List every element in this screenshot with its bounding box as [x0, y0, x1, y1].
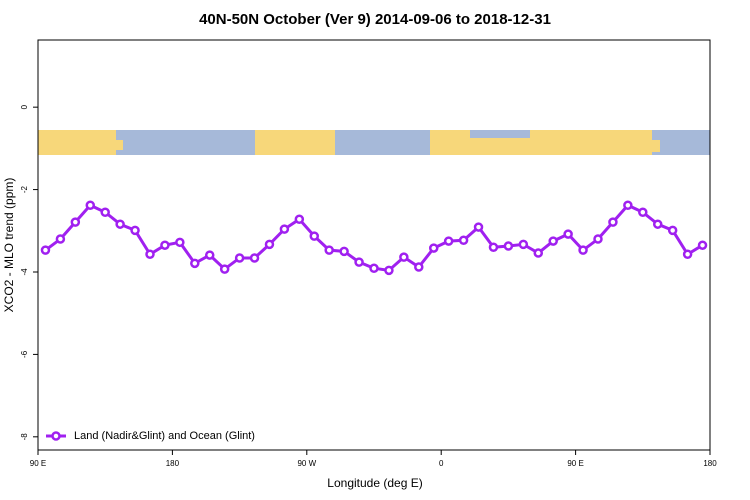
y-tick-label: 0	[20, 104, 29, 109]
point	[309, 231, 320, 241]
x-axis-label: Longitude (deg E)	[327, 476, 422, 490]
point	[234, 253, 245, 263]
y-tick-label: -4	[20, 268, 29, 276]
point	[160, 240, 170, 250]
y-tick-label: -6	[20, 350, 29, 358]
point	[264, 239, 275, 250]
point	[339, 246, 349, 257]
point	[697, 240, 708, 250]
point	[70, 217, 81, 227]
point	[414, 262, 424, 272]
point	[473, 222, 484, 232]
x-tick-label: 90 W	[297, 459, 316, 468]
point	[608, 217, 618, 227]
point	[443, 236, 454, 246]
point	[294, 214, 305, 224]
chart-title: 40N-50N October (Ver 9) 2014-09-06 to 20…	[199, 11, 551, 28]
point	[204, 250, 215, 260]
x-tick-label: 180	[166, 459, 180, 468]
point	[399, 252, 409, 262]
x-tick-label: 0	[439, 459, 444, 468]
point	[249, 253, 260, 263]
point	[652, 219, 663, 229]
point	[533, 248, 544, 258]
x-tick-label: 90 E	[30, 459, 46, 468]
point	[55, 234, 66, 244]
point	[638, 207, 648, 217]
point	[458, 235, 469, 246]
point	[623, 200, 633, 210]
map-strip	[38, 130, 710, 155]
legend-marker	[51, 431, 61, 441]
point	[593, 234, 603, 244]
point	[488, 242, 499, 253]
point	[130, 225, 140, 236]
point	[578, 245, 588, 255]
plot-frame	[37, 39, 711, 451]
line	[44, 203, 704, 272]
point	[85, 200, 96, 210]
x-tick-label: 90 E	[567, 459, 583, 468]
y-tick-label: -2	[20, 185, 29, 193]
point	[548, 236, 558, 246]
point	[518, 239, 529, 250]
point	[219, 264, 230, 274]
point	[40, 245, 51, 255]
point	[563, 229, 573, 239]
point	[279, 224, 290, 234]
point	[115, 219, 125, 229]
x-tick-label: 180	[703, 459, 717, 468]
point	[190, 258, 200, 269]
point	[503, 241, 514, 251]
point	[175, 237, 185, 248]
y-tick-label: -8	[20, 433, 29, 441]
point	[682, 249, 693, 260]
y-axis-label: XCO2 - MLO trend (ppm)	[2, 178, 16, 313]
legend-label: Land (Nadir&Glint) and Ocean (Glint)	[74, 430, 255, 442]
point	[428, 243, 439, 253]
point	[145, 249, 155, 260]
point	[324, 245, 334, 255]
point	[369, 263, 379, 274]
point	[667, 225, 678, 236]
point	[100, 207, 110, 217]
point	[384, 265, 394, 276]
point	[354, 257, 364, 267]
